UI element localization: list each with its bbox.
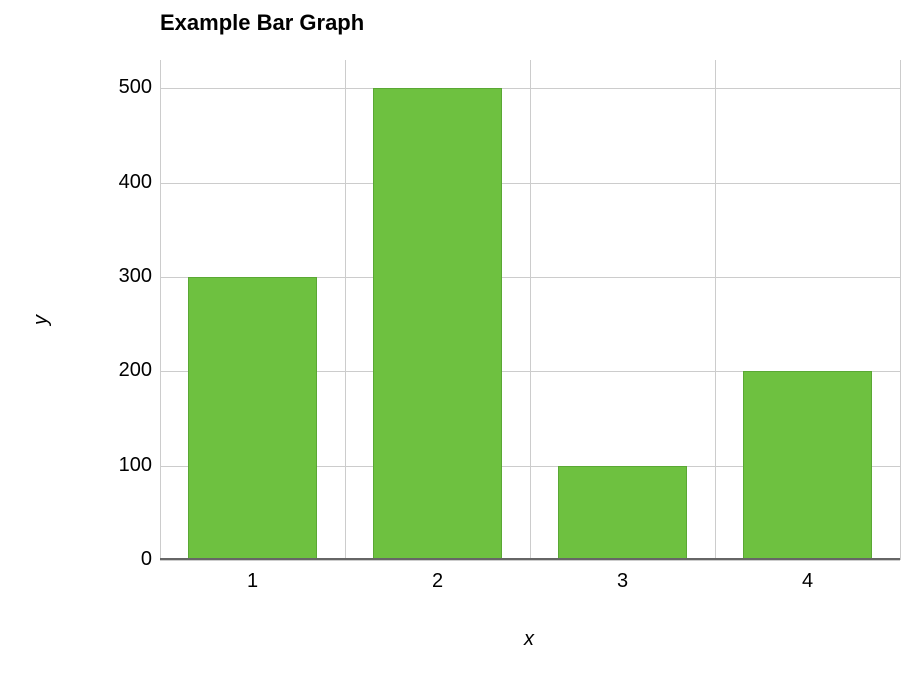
bar-chart: Example Bar Graph y x 0 100 200 300 400 500 1 2… — [0, 0, 914, 678]
gridline-horizontal — [160, 560, 900, 561]
bar — [188, 277, 318, 560]
bar — [558, 466, 688, 560]
y-tick-label: 0 — [92, 548, 152, 571]
x-tick-label: 4 — [788, 570, 828, 593]
y-tick-label: 200 — [92, 359, 152, 382]
y-axis-label: y — [30, 315, 53, 325]
x-tick-label: 3 — [603, 570, 643, 593]
plot-area — [160, 60, 900, 560]
bar — [743, 371, 873, 560]
bar — [373, 88, 503, 560]
chart-title: Example Bar Graph — [160, 10, 364, 36]
y-tick-label: 100 — [92, 454, 152, 477]
gridline-vertical — [715, 60, 716, 560]
gridline-vertical — [530, 60, 531, 560]
y-tick-label: 400 — [92, 171, 152, 194]
gridline-vertical — [345, 60, 346, 560]
gridline-vertical — [900, 60, 901, 560]
x-tick-label: 1 — [233, 570, 273, 593]
gridline-vertical — [160, 60, 161, 560]
x-axis-label: x — [524, 628, 534, 651]
x-axis-line — [160, 558, 900, 560]
y-tick-label: 500 — [92, 76, 152, 99]
y-tick-label: 300 — [92, 265, 152, 288]
x-tick-label: 2 — [418, 570, 458, 593]
